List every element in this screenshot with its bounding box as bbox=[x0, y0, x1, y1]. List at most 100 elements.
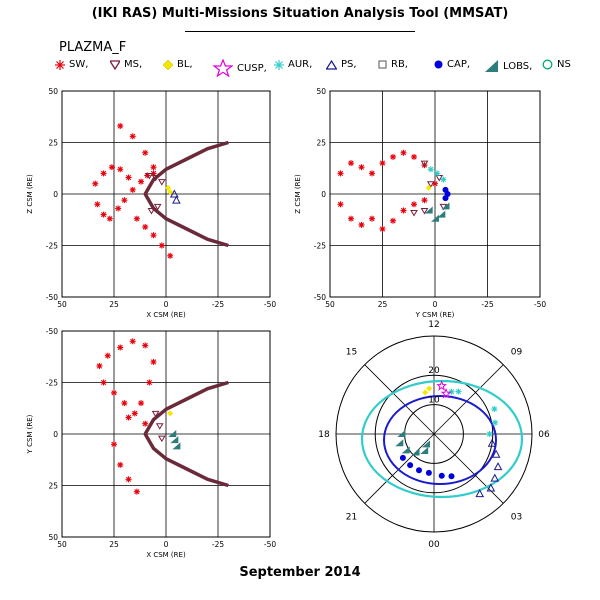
panel-1-point-ps bbox=[172, 195, 181, 204]
panel-2-point-sw-stroke bbox=[358, 164, 365, 170]
panel-2-point-aur bbox=[440, 176, 447, 183]
asterisk-icon bbox=[55, 59, 65, 70]
panel-2-point-sw-stroke bbox=[358, 222, 365, 228]
panel-3-magnetopause-curve bbox=[143, 380, 229, 488]
legend-label: MS, bbox=[124, 59, 143, 70]
panel-1-point-bl bbox=[167, 188, 174, 195]
panel-1-point-sw bbox=[129, 133, 136, 140]
panel-2-point-lobs bbox=[437, 210, 446, 218]
panel-3-xtick-label: -25 bbox=[212, 540, 224, 549]
panel-3-point-sw-stroke bbox=[146, 379, 152, 386]
triangle-filled-icon bbox=[485, 60, 498, 72]
panel-2-point-sw-stroke bbox=[369, 170, 375, 176]
triangle-down-icon bbox=[110, 59, 120, 70]
panel-1-point-sw bbox=[117, 123, 124, 130]
panel-1-point-bl bbox=[165, 184, 172, 191]
polar-point-aur-stroke bbox=[492, 420, 498, 426]
panel-1-point-sw-stroke bbox=[130, 187, 136, 193]
polar-auroral-oval-inner bbox=[383, 395, 497, 485]
panel-3-point-sw-stroke bbox=[117, 344, 123, 351]
panel-2-point-sw-stroke bbox=[411, 201, 417, 207]
polar-hour-label: 18 bbox=[318, 430, 330, 440]
panel-1-point-sw-stroke bbox=[130, 133, 136, 139]
panel-3-point-sw bbox=[133, 488, 140, 495]
panel-3-ylabel: Y CSM (RE) bbox=[26, 414, 34, 454]
polar-point-ps bbox=[493, 462, 503, 471]
panel-3-point-ms bbox=[157, 435, 166, 443]
panel-1-point-sw bbox=[115, 205, 122, 212]
panel-3-point-ms bbox=[151, 410, 160, 418]
legend-label: CUSP, bbox=[237, 62, 267, 74]
panel-2-point-lobs bbox=[431, 214, 439, 222]
panel-1-xtick-label: 25 bbox=[109, 300, 119, 309]
legend-item-aur: AUR, bbox=[274, 59, 312, 70]
panel-2-point-cap bbox=[442, 195, 449, 202]
star-icon bbox=[213, 59, 233, 77]
polar-hour-label: 09 bbox=[511, 348, 523, 358]
panel-2-point-sw bbox=[358, 221, 365, 228]
panel-2-point-sw bbox=[369, 170, 375, 177]
panel-1-point-sw bbox=[167, 252, 174, 259]
panel-3-point-sw bbox=[117, 461, 124, 468]
polar-hour-label: 06 bbox=[538, 430, 550, 440]
panel-1-point-ms bbox=[145, 172, 154, 180]
panel-2-point-sw-stroke bbox=[379, 226, 386, 232]
panel-2-point-sw bbox=[411, 201, 417, 208]
panel-3-point-sw bbox=[111, 441, 117, 448]
legend-item-cap: CAP, bbox=[434, 59, 470, 70]
panel-1-point-sw-stroke bbox=[150, 232, 157, 238]
panel-1-xtick-label: 0 bbox=[164, 300, 169, 309]
legend-label: CAP, bbox=[447, 59, 471, 70]
panel-2-point-sw-stroke bbox=[379, 160, 386, 166]
legend-item-lobs: LOBS, bbox=[484, 59, 532, 73]
panel-3-point-lobs bbox=[168, 430, 177, 437]
polar-point-aur-stroke bbox=[448, 389, 455, 395]
polar-point-aur bbox=[455, 388, 462, 395]
panel-2-ytick-label: 25 bbox=[316, 139, 326, 148]
panel-1-point-sw bbox=[94, 201, 101, 208]
panel-1-point-sw bbox=[92, 180, 99, 187]
panel-3-point-sw-stroke bbox=[125, 476, 132, 482]
panel-2-point-sw-stroke bbox=[390, 154, 396, 160]
legend-label: LOBS, bbox=[503, 60, 533, 72]
panel-1-xtick-label: 50 bbox=[57, 300, 67, 309]
panel-1-point-sw bbox=[133, 215, 140, 222]
legend-label: SW, bbox=[69, 59, 89, 70]
panel-2-point-ms bbox=[426, 181, 435, 188]
panel-3-point-sw bbox=[146, 379, 153, 386]
panel-1-magnetopause-curve bbox=[143, 140, 229, 248]
polar-point-lobs bbox=[395, 439, 404, 447]
polar-point-aur bbox=[486, 431, 493, 437]
panel-3-point-sw-stroke bbox=[130, 338, 136, 344]
panel-2-point-sw-stroke bbox=[348, 216, 354, 222]
panel-3-point-bl bbox=[167, 410, 174, 417]
panel-1-xtick-label: -25 bbox=[212, 300, 224, 309]
panel-1-ytick-label: -25 bbox=[46, 242, 58, 251]
panel-2-point-lobs bbox=[441, 202, 450, 210]
legend-item-ms: MS, bbox=[110, 59, 142, 70]
panel-2-point-sw bbox=[400, 149, 407, 156]
panel-1-point-sw-stroke bbox=[101, 212, 107, 218]
polar-point-lobs bbox=[420, 446, 429, 454]
legend: SW, MS, BL, CUSP, AUR, PS, RB, CAP, LOBS… bbox=[0, 59, 600, 81]
panel-3-point-sw-stroke bbox=[132, 410, 138, 416]
polar-point-ps bbox=[487, 438, 497, 447]
panel-3-point-sw-stroke bbox=[117, 462, 123, 468]
triangle-up-icon bbox=[326, 59, 337, 70]
panel-3-point-sw bbox=[138, 400, 145, 407]
panel-2-point-sw bbox=[432, 180, 438, 187]
panel-2-ylabel: Z CSM (RE) bbox=[294, 174, 302, 214]
panel-2-point-bl bbox=[425, 184, 432, 191]
panel-3-point-sw-stroke bbox=[142, 421, 148, 427]
panel-3-point-sw-stroke bbox=[96, 363, 103, 369]
polar-point-ps bbox=[491, 449, 501, 458]
panel-3-point-sw-stroke bbox=[134, 489, 140, 495]
panel-3-point-sw-stroke bbox=[101, 379, 107, 386]
panel-2-point-sw bbox=[337, 201, 344, 208]
panel-2-point-sw bbox=[337, 170, 344, 177]
panel-2-xtick-label: -25 bbox=[481, 300, 493, 309]
polar-point-aur-stroke bbox=[486, 431, 493, 437]
panel-1-point-sw bbox=[121, 197, 128, 204]
diamond-icon bbox=[163, 59, 173, 70]
